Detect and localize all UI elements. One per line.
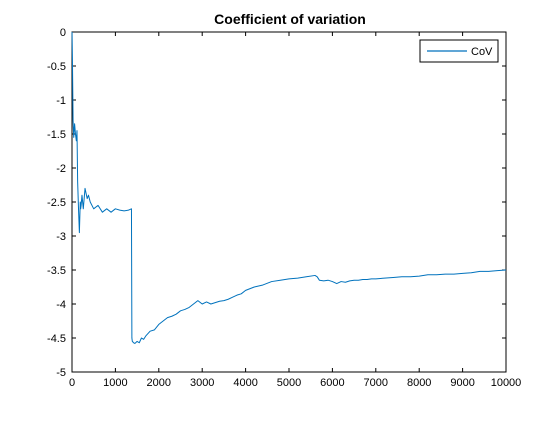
x-tick-label: 0 [69, 377, 75, 389]
legend-label: CoV [471, 46, 493, 58]
x-tick-label: 5000 [277, 377, 301, 389]
series-group [71, 31, 507, 344]
y-tick-label: -2.5 [47, 197, 66, 209]
x-tick-label: 7000 [364, 377, 388, 389]
y-tick-label: -2 [56, 163, 66, 175]
y-tick-label: -4 [56, 299, 66, 311]
y-axis: 0 -0.5 -1 -1.5 -2 -2.5 -3 -3.5 -4 -4.5 -5 [47, 27, 506, 379]
x-tick-label: 9000 [450, 377, 474, 389]
x-axis: 0 1000 2000 3000 4000 5000 6000 7000 8000 9000 100… [69, 32, 521, 389]
y-tick-label: -3 [56, 231, 66, 243]
x-tick-label: 3000 [190, 377, 214, 389]
x-tick-label: 6000 [320, 377, 344, 389]
chart-title: Coefficient of variation [214, 11, 366, 27]
y-tick-label: -3.5 [47, 265, 66, 277]
plot-area [71, 31, 507, 373]
legend[interactable]: CoV [419, 39, 499, 63]
y-tick-label: -5 [56, 367, 66, 379]
y-tick-label: -1.5 [47, 129, 66, 141]
y-tick-label: -1 [56, 95, 66, 107]
x-tick-label: 2000 [147, 377, 171, 389]
x-tick-label: 8000 [407, 377, 431, 389]
series-line-cov [71, 31, 507, 344]
y-tick-label: 0 [60, 27, 66, 39]
x-tick-label: 4000 [233, 377, 257, 389]
y-tick-label: -0.5 [47, 61, 66, 73]
x-tick-label: 10000 [491, 377, 522, 389]
x-tick-label: 1000 [103, 377, 127, 389]
y-tick-label: -4.5 [47, 333, 66, 345]
